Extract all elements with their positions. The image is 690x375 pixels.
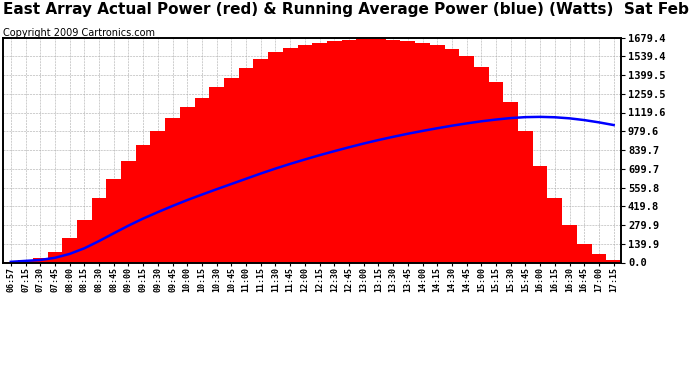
Bar: [48, 252, 62, 262]
Bar: [577, 244, 591, 262]
Text: East Array Actual Power (red) & Running Average Power (blue) (Watts)  Sat Feb 7 : East Array Actual Power (red) & Running …: [3, 2, 690, 17]
Bar: [253, 59, 268, 262]
Bar: [489, 82, 504, 262]
Bar: [430, 45, 444, 262]
Bar: [18, 260, 33, 262]
Bar: [415, 43, 430, 262]
Bar: [327, 42, 342, 262]
Bar: [518, 131, 533, 262]
Bar: [444, 50, 460, 262]
Bar: [371, 39, 386, 262]
Bar: [150, 131, 165, 262]
Bar: [474, 67, 489, 262]
Bar: [342, 40, 356, 262]
Bar: [562, 225, 577, 262]
Bar: [504, 102, 518, 262]
Bar: [239, 68, 253, 262]
Bar: [165, 118, 180, 262]
Bar: [297, 45, 312, 262]
Bar: [533, 166, 547, 262]
Bar: [195, 98, 209, 262]
Bar: [180, 107, 195, 262]
Bar: [62, 238, 77, 262]
Bar: [33, 258, 48, 262]
Bar: [224, 78, 239, 262]
Bar: [460, 56, 474, 262]
Bar: [283, 48, 297, 262]
Bar: [121, 160, 136, 262]
Text: Copyright 2009 Cartronics.com: Copyright 2009 Cartronics.com: [3, 28, 155, 38]
Bar: [77, 220, 92, 262]
Bar: [209, 87, 224, 262]
Bar: [356, 39, 371, 262]
Bar: [268, 52, 283, 262]
Bar: [400, 42, 415, 262]
Bar: [547, 198, 562, 262]
Bar: [386, 40, 400, 262]
Bar: [136, 145, 150, 262]
Bar: [106, 179, 121, 262]
Bar: [312, 43, 327, 262]
Bar: [607, 260, 621, 262]
Bar: [92, 198, 106, 262]
Bar: [591, 255, 607, 262]
